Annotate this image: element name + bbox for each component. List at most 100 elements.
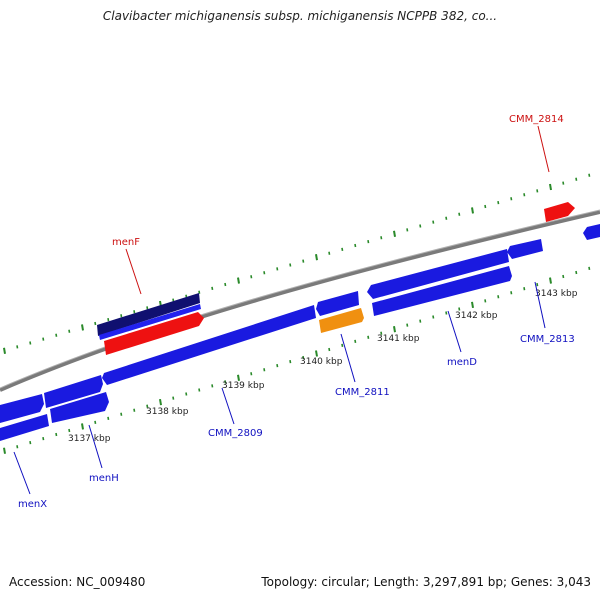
tick-mark [120,314,123,318]
gene-blue-b1[interactable] [0,414,49,441]
tick-mark [445,216,448,220]
tick-mark [42,337,45,341]
tick-mark [263,368,266,372]
label-menD[interactable]: menD [447,357,477,368]
tick-mark [562,181,565,185]
kbp-label: 3137 kbp [68,434,111,444]
tick-mark [497,200,500,205]
tick-mark [263,271,266,275]
gene-blue-a6[interactable] [507,239,543,259]
tick-mark [289,359,292,364]
tick-mark [341,247,344,252]
tick-mark [406,228,409,232]
label-menH[interactable]: menH [89,473,119,484]
callout-CMM_2814 [537,125,550,173]
tick-mark [575,270,578,275]
tick-mark [328,251,331,255]
tick-mark [432,220,435,224]
tick-mark [146,404,149,408]
tick-mark [16,445,19,449]
tick-mark [523,193,526,197]
kbp-label: 3141 kbp [377,334,420,344]
gene-blue-a2[interactable] [44,375,103,408]
gene-menF[interactable] [99,304,201,340]
tick-mark [94,420,97,425]
tick-mark [81,324,84,331]
tick-mark [198,290,201,294]
label-CMM_2809[interactable]: CMM_2809 [208,428,263,439]
gene-blue-a7[interactable] [583,224,600,240]
gene-blue-a5[interactable] [367,249,509,299]
gene-menF-selected[interactable] [97,293,200,336]
tick-mark [211,384,214,388]
label-CMM_2811[interactable]: CMM_2811 [335,387,390,398]
tick-mark [159,398,162,406]
label-menF[interactable]: menF [112,237,140,248]
tick-mark [315,254,318,261]
tick-mark [224,282,227,287]
tick-mark [198,388,201,392]
tick-mark [224,380,227,384]
tick-mark [380,236,383,240]
sequence-backbone [0,210,600,392]
tick-mark [471,207,474,214]
tick-mark [471,301,474,309]
tick-mark [55,432,58,437]
tick-mark [276,267,279,271]
summary-text: Topology: circular; Length: 3,297,891 bp… [261,575,591,589]
label-CMM_2814[interactable]: CMM_2814 [509,114,564,125]
tick-mark [250,275,253,279]
tick-mark [484,204,487,209]
callout-CMM_2809 [221,387,235,425]
gene-blue-b4[interactable] [372,266,512,316]
tick-mark [172,396,175,400]
kbp-label: 3142 kbp [455,311,498,321]
gene-blue-a3[interactable] [102,305,316,385]
tick-mark [549,277,552,284]
tick-mark [393,230,396,237]
gene-CMM_2814[interactable] [544,202,575,222]
gene-red-menF[interactable] [104,312,204,355]
kbp-label: 3140 kbp [300,357,343,367]
tick-mark [289,263,292,267]
tick-mark [510,197,513,201]
gene-CMM_2811-blue[interactable] [316,291,359,316]
tick-mark [419,224,422,228]
kbp-label: 3143 kbp [535,289,578,299]
accession-text: Accession: NC_009480 [9,575,146,589]
tick-mark [107,416,110,420]
tick-mark [68,329,71,333]
tick-mark [237,374,240,381]
tick-mark [3,347,6,354]
tick-mark [328,347,331,352]
tick-mark [432,315,435,319]
kbp-label: 3139 kbp [222,381,265,391]
tick-mark [588,173,591,177]
label-menX[interactable]: menX [18,499,47,510]
kbp-tick-labels: 3137 kbp 3138 kbp 3139 kbp 3140 kbp 3141 kbp… [68,289,578,444]
callout-CMM_2813 [534,281,546,329]
kbp-label: 3138 kbp [146,407,189,417]
callout-menX [13,451,31,495]
tick-mark [29,341,32,345]
tick-mark [55,333,58,337]
tick-mark [354,339,357,343]
tick-mark [276,364,279,368]
gene-blue-a1[interactable] [0,394,44,423]
callout-CMM_2811 [340,333,356,383]
tick-mark [237,277,240,284]
label-CMM_2813[interactable]: CMM_2813 [520,334,575,345]
tick-mark [367,239,370,244]
tick-mark [94,321,97,326]
tick-mark [510,291,513,295]
tick-mark [133,310,136,314]
tick-mark [302,259,305,263]
gene-CMM_2811-orange[interactable] [319,308,364,333]
callout-menH [88,424,103,469]
tick-mark [393,326,396,333]
gene-blue-b2[interactable] [50,392,109,423]
tick-mark [133,408,136,412]
tick-mark [562,274,565,279]
tick-mark [29,441,32,445]
